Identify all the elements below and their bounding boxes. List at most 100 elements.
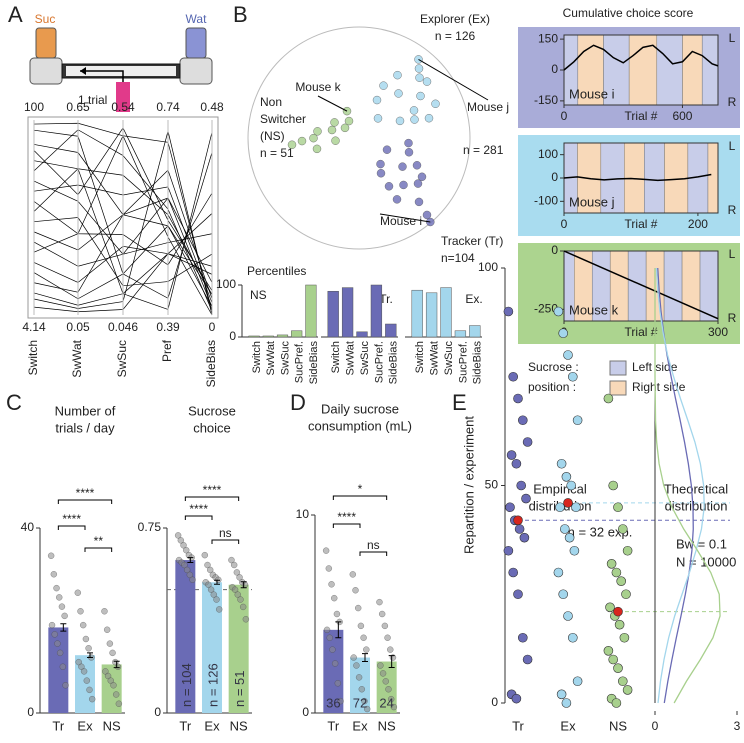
x-tick-label: Switch: [414, 341, 426, 373]
point: [404, 148, 414, 157]
mouse-label: Mouse j: [569, 194, 615, 209]
point: [376, 159, 385, 169]
point: [424, 113, 434, 123]
point: [327, 125, 337, 135]
chart-title: NS: [250, 288, 267, 302]
data-point: [325, 565, 332, 572]
n-label: 24: [379, 695, 393, 710]
experiment-point: [516, 480, 527, 491]
end-label: R: [728, 203, 737, 217]
data-point: [390, 703, 398, 711]
significance-label: *: [358, 482, 363, 496]
x-tick-label: SucPref.: [373, 341, 385, 383]
experiment-point: [608, 480, 619, 491]
end-label: L: [729, 31, 736, 45]
experiment-point: [564, 532, 575, 543]
experiment-point: [566, 480, 577, 491]
data-point: [228, 556, 235, 564]
data-point: [174, 532, 182, 539]
experiment-point: [511, 693, 522, 704]
y-tick-label: 0: [551, 62, 558, 76]
data-point: [213, 596, 220, 603]
panel-letter: D: [290, 390, 306, 415]
sucrose-block: [663, 250, 683, 322]
experiment-point: [603, 393, 614, 404]
data-point: [83, 677, 90, 684]
experiment-point: [508, 567, 519, 578]
bar: [356, 331, 368, 338]
bar: [291, 330, 303, 338]
experiment-point: [611, 698, 622, 708]
data-point: [216, 606, 223, 613]
data-point: [388, 695, 395, 703]
bar: [202, 582, 222, 713]
point: [395, 116, 405, 126]
x-tick-label: NS: [378, 718, 396, 733]
error-bar: [113, 660, 120, 669]
plot-frame: [563, 250, 719, 322]
x-tick-label: Switch: [251, 341, 263, 373]
data-point: [77, 608, 84, 615]
end-label: R: [728, 95, 737, 109]
experiment-point: [506, 450, 517, 460]
y-tick-label: 0: [551, 170, 558, 184]
significance-label: ns: [219, 526, 232, 540]
data-point: [361, 697, 368, 705]
error-bar: [240, 581, 247, 589]
point: [373, 114, 383, 123]
water-cage: [179, 57, 213, 85]
data-point: [379, 610, 386, 618]
bar: [370, 284, 383, 338]
data-point: [109, 649, 116, 657]
legend-item: Right side: [632, 380, 686, 394]
data-point: [106, 640, 114, 647]
x-tick-label: SideBias: [308, 341, 320, 385]
chart-title: Empirical: [533, 481, 587, 496]
data-point: [53, 584, 60, 592]
error-bar: [362, 653, 368, 663]
sucrose-block: [707, 142, 719, 214]
point: [393, 70, 402, 80]
experiment-point: [563, 611, 573, 621]
data-point: [385, 686, 392, 693]
data-point: [58, 603, 66, 610]
sucrose-cage: [29, 57, 63, 85]
mean-point: [513, 515, 523, 526]
data-point: [376, 598, 383, 606]
axis-bottom-label: 0: [209, 320, 216, 334]
bar: [411, 289, 423, 338]
axis-bottom-label: 0.05: [66, 320, 90, 334]
callout-label: Mouse k: [295, 80, 341, 94]
chart-title: consumption (mL): [308, 418, 412, 433]
sucrose-block: [681, 250, 701, 322]
experiment-point: [508, 371, 519, 382]
data-point: [353, 662, 360, 669]
experiment-point: [571, 502, 581, 513]
data-point: [59, 663, 66, 670]
point: [413, 179, 423, 188]
experiment-point: [556, 458, 567, 469]
chart-title: distribution: [665, 498, 728, 513]
data-point: [233, 569, 241, 576]
data-point: [387, 646, 394, 653]
data-point: [110, 682, 117, 689]
x-tick-label: Tr: [52, 718, 64, 733]
experiment-point: [603, 645, 614, 656]
experiment-point: [606, 558, 617, 569]
data-point: [48, 621, 56, 629]
experiment-point: [558, 589, 569, 600]
x-tick-label: SucPref.: [294, 341, 306, 383]
chart-title: Number of: [55, 403, 116, 418]
experiment-point: [556, 689, 567, 700]
point: [330, 118, 339, 127]
y-axis-label: Repartition / experiment: [461, 416, 476, 554]
boundary-circle: [247, 26, 471, 250]
data-point: [334, 680, 341, 687]
data-point: [113, 691, 120, 698]
data-point: [186, 571, 193, 579]
significance-bracket: [184, 496, 240, 501]
significance-label: **: [94, 534, 104, 548]
axis-name: Pref: [160, 339, 174, 362]
data-point: [355, 674, 363, 681]
data-point: [189, 576, 196, 583]
